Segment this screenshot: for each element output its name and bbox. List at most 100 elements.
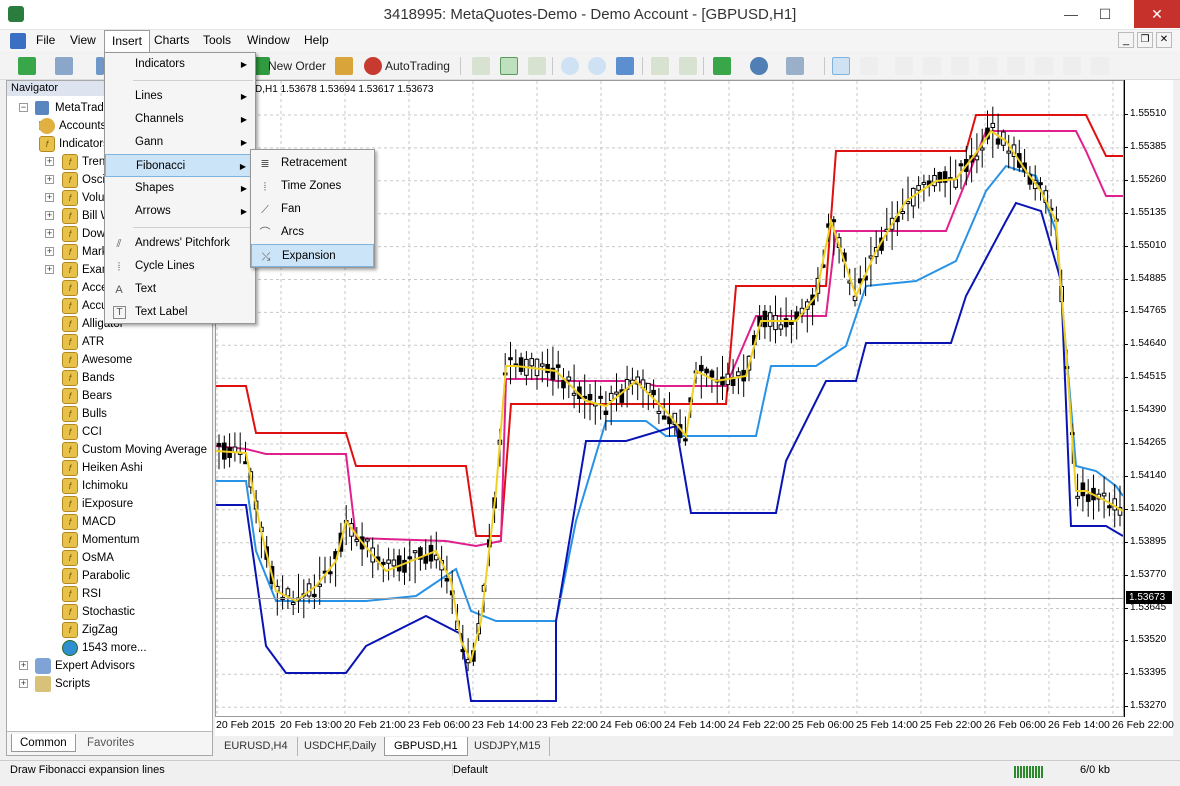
expand-icon[interactable]: + (45, 174, 54, 184)
price-axis[interactable]: 1.55510 1.55385 1.55260 1.55135 1.55010 1.548… (1124, 80, 1173, 717)
horizontal-line-icon[interactable] (923, 57, 941, 75)
navigator-item[interactable]: f OsMA (7, 549, 212, 567)
navigator-item[interactable]: f Awesome (7, 351, 212, 369)
menu-item-retracement[interactable]: ≣ Retracement (251, 152, 374, 175)
mdi-restore[interactable]: ❐ (1137, 32, 1153, 48)
maximize-button[interactable]: ☐ (1098, 6, 1112, 22)
autotrading-button[interactable]: AutoTrading (385, 59, 450, 73)
menu-item-time-zones[interactable]: ⦙ Time Zones (251, 175, 374, 198)
navigator-item[interactable]: f Stochastic (7, 603, 212, 621)
menu-item-gann[interactable]: Gann ▶ (105, 131, 255, 154)
close-button[interactable]: ✕ (1134, 0, 1180, 28)
navigator-item[interactable]: f CCI (7, 423, 212, 441)
trendline-icon[interactable] (951, 57, 969, 75)
menu-item-shapes[interactable]: Shapes ▶ (105, 177, 255, 200)
tab-common[interactable]: Common (11, 734, 76, 752)
autotrading-icon[interactable] (364, 57, 382, 75)
menu-item-expansion[interactable]: ⤯ Expansion (251, 244, 374, 267)
navigator-item[interactable]: +Accounts (7, 117, 212, 135)
text-label-icon[interactable] (1063, 57, 1081, 75)
navigator-item[interactable]: f Bands (7, 369, 212, 387)
menu-item-andrews-pitchfork[interactable]: ⫽ Andrews' Pitchfork (105, 232, 255, 255)
fibonacci-icon[interactable] (1007, 57, 1025, 75)
menu-window[interactable]: Window (247, 33, 290, 47)
text-icon[interactable] (1035, 57, 1053, 75)
menu-file[interactable]: File (36, 33, 56, 47)
menu-item-arrows[interactable]: Arrows ▶ (105, 200, 255, 223)
navigator-item[interactable]: f Custom Moving Average (7, 441, 212, 459)
menu-charts[interactable]: Charts (154, 33, 190, 47)
navigator-item[interactable]: f Parabolic (7, 567, 212, 585)
expand-icon[interactable]: + (45, 210, 54, 220)
navigator-item[interactable]: f Momentum (7, 531, 212, 549)
navigator-item[interactable]: f iExposure (7, 495, 212, 513)
new-order-icon[interactable] (252, 57, 270, 75)
indicator-icon: f (62, 226, 78, 242)
menu-item-indicators[interactable]: Indicators ▶ (105, 53, 255, 76)
navigator-item[interactable]: f RSI (7, 585, 212, 603)
navigator-item[interactable]: f Ichimoku (7, 477, 212, 495)
menu-help[interactable]: Help (304, 33, 329, 47)
menu-item-arcs[interactable]: ⌒ Arcs (251, 221, 374, 244)
chart-shift-icon[interactable] (679, 57, 697, 75)
vertical-line-icon[interactable] (895, 57, 913, 75)
expand-icon[interactable]: + (45, 264, 54, 274)
chart-window-icon[interactable] (96, 57, 104, 75)
chart-tab-eurusd[interactable]: EURUSD,H4 (215, 737, 298, 756)
expand-icon[interactable]: + (19, 678, 28, 688)
mdi-minimize[interactable]: _ (1118, 32, 1134, 48)
expand-icon[interactable]: + (45, 156, 54, 166)
title-bar: 3418995: MetaQuotes-Demo - Demo Account … (0, 0, 1180, 30)
zoom-in-icon[interactable] (561, 57, 579, 75)
tab-favorites[interactable]: Favorites (87, 737, 135, 749)
bar-chart-icon[interactable] (472, 57, 490, 75)
templates-icon[interactable] (786, 57, 804, 75)
mdi-close[interactable]: ✕ (1156, 32, 1172, 48)
navigator-item[interactable]: f ATR (7, 333, 212, 351)
zoom-out-icon[interactable] (588, 57, 606, 75)
cursor-icon[interactable] (832, 57, 850, 75)
collapse-icon[interactable]: − (19, 102, 28, 112)
expand-icon[interactable]: + (45, 192, 54, 202)
new-order-button[interactable]: New Order (268, 59, 327, 73)
line-chart-icon[interactable] (528, 57, 546, 75)
menu-item-fibonacci[interactable]: Fibonacci ▶ (105, 154, 255, 177)
menu-item-lines[interactable]: Lines ▶ (105, 85, 255, 108)
menu-tools[interactable]: Tools (203, 33, 232, 47)
navigator-item[interactable]: f Heiken Ashi (7, 459, 212, 477)
indicators-list-icon[interactable] (713, 57, 731, 75)
equidistant-channel-icon[interactable] (979, 57, 997, 75)
navigator-item[interactable]: f Bears (7, 387, 212, 405)
chart-tab-usdchf[interactable]: USDCHF,Daily (295, 737, 387, 756)
menu-insert[interactable]: Insert (104, 30, 151, 53)
menu-item-text-label[interactable]: T Text Label (105, 301, 255, 324)
navigator-item[interactable]: 1543 more... (7, 639, 212, 657)
autoscroll-icon[interactable] (651, 57, 669, 75)
metaeditor-icon[interactable] (335, 57, 353, 75)
expand-icon[interactable]: + (19, 660, 28, 670)
menu-item-text[interactable]: A Text (105, 278, 255, 301)
profiles-icon[interactable] (55, 57, 73, 75)
navigator-item[interactable]: + Expert Advisors (7, 657, 212, 675)
expand-icon[interactable]: + (45, 228, 54, 238)
new-chart-icon[interactable] (18, 57, 36, 75)
navigator-item[interactable]: f MACD (7, 513, 212, 531)
navigator-item[interactable]: + Scripts (7, 675, 212, 693)
candlestick-icon[interactable] (500, 57, 518, 75)
time-axis[interactable]: 20 Feb 2015 20 Feb 13:00 20 Feb 21:00 23 Fe… (215, 717, 1174, 736)
crosshair-icon[interactable] (860, 57, 878, 75)
navigator-item[interactable]: f ZigZag (7, 621, 212, 639)
menu-item-channels[interactable]: Channels ▶ (105, 108, 255, 131)
navigator-item[interactable]: f Bulls (7, 405, 212, 423)
chart-tab-usdjpy[interactable]: USDJPY,M15 (465, 737, 551, 756)
chart-tab-gbpusd[interactable]: GBPUSD,H1 (384, 737, 468, 756)
menu-view[interactable]: View (70, 33, 96, 47)
arrows-icon[interactable] (1091, 57, 1109, 75)
menu-item-fan[interactable]: ⟋ Fan (251, 198, 374, 221)
expand-icon[interactable]: + (45, 246, 54, 256)
periods-icon[interactable] (750, 57, 768, 75)
minimize-button[interactable]: — (1064, 6, 1078, 22)
menu-item-cycle-lines[interactable]: ⦙ Cycle Lines (105, 255, 255, 278)
tile-windows-icon[interactable] (616, 57, 634, 75)
